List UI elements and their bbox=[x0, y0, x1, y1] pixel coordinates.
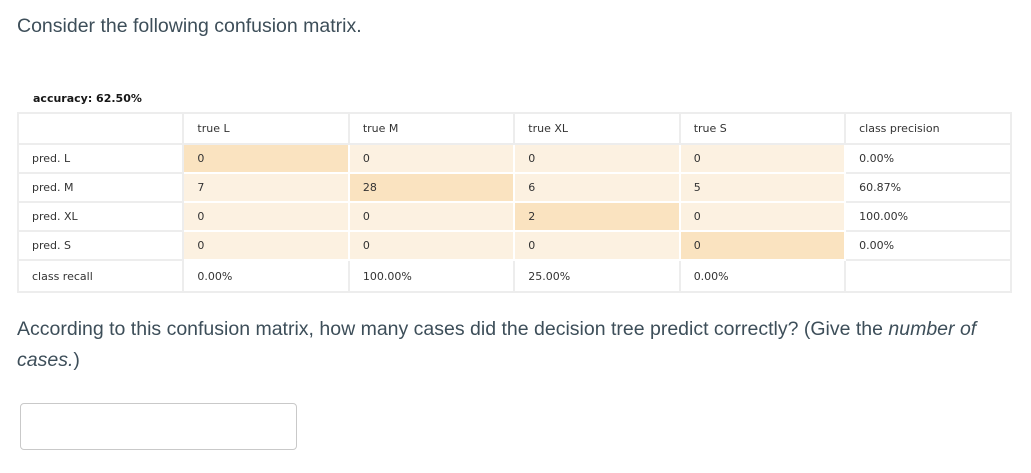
row-label-class-recall: class recall bbox=[19, 261, 185, 293]
matrix-cell: 0 bbox=[515, 145, 681, 174]
question-intro-text: Consider the following confusion matrix. bbox=[17, 15, 362, 37]
matrix-cell: 0 bbox=[680, 145, 847, 174]
question-text: According to this confusion matrix, how … bbox=[17, 314, 985, 376]
table-row-pred-s: pred. S 0 0 0 0 0.00% bbox=[19, 232, 1012, 261]
column-header-true-l: true L bbox=[184, 114, 350, 145]
corner-header-cell bbox=[19, 114, 185, 145]
row-label-pred-xl: pred. XL bbox=[19, 203, 185, 232]
matrix-cell: 0 bbox=[349, 232, 516, 261]
class-precision-cell: 60.87% bbox=[846, 174, 1012, 203]
matrix-cell: 0 bbox=[184, 203, 350, 232]
matrix-cell: 0 bbox=[349, 145, 516, 174]
column-header-true-s: true S bbox=[680, 114, 847, 145]
matrix-cell: 0 bbox=[184, 232, 350, 261]
column-header-true-m: true M bbox=[349, 114, 516, 145]
matrix-cell: 0 bbox=[515, 232, 681, 261]
class-recall-cell: 0.00% bbox=[680, 261, 847, 293]
table-row-pred-l: pred. L 0 0 0 0 0.00% bbox=[19, 145, 1012, 174]
matrix-cell: 0 bbox=[184, 145, 350, 174]
question-emphasis: number of cases. bbox=[17, 318, 977, 371]
question-text-part: ) bbox=[73, 349, 80, 371]
confusion-matrix-table: true L true M true XL true S class preci… bbox=[17, 112, 1012, 293]
matrix-cell: 0 bbox=[680, 203, 847, 232]
matrix-cell: 2 bbox=[515, 203, 681, 232]
class-precision-cell: 100.00% bbox=[846, 203, 1012, 232]
matrix-cell: 0 bbox=[349, 203, 516, 232]
class-recall-cell: 0.00% bbox=[184, 261, 350, 293]
accuracy-label: accuracy: 62.50% bbox=[33, 92, 142, 105]
row-label-pred-s: pred. S bbox=[19, 232, 185, 261]
answer-input[interactable] bbox=[20, 403, 297, 450]
matrix-cell: 5 bbox=[680, 174, 847, 203]
class-recall-cell: 100.00% bbox=[349, 261, 516, 293]
header-row: true L true M true XL true S class preci… bbox=[19, 114, 1012, 145]
matrix-cell: 0 bbox=[680, 232, 847, 261]
column-header-class-precision: class precision bbox=[846, 114, 1012, 145]
class-recall-cell: 25.00% bbox=[515, 261, 681, 293]
row-label-pred-m: pred. M bbox=[19, 174, 185, 203]
table-row-pred-xl: pred. XL 0 0 2 0 100.00% bbox=[19, 203, 1012, 232]
question-text-part: According to this confusion matrix, how … bbox=[17, 318, 889, 340]
class-precision-cell: 0.00% bbox=[846, 145, 1012, 174]
class-precision-cell: 0.00% bbox=[846, 232, 1012, 261]
table-row-pred-m: pred. M 7 28 6 5 60.87% bbox=[19, 174, 1012, 203]
matrix-cell: 28 bbox=[349, 174, 516, 203]
row-label-pred-l: pred. L bbox=[19, 145, 185, 174]
column-header-true-xl: true XL bbox=[515, 114, 681, 145]
matrix-cell: 7 bbox=[184, 174, 350, 203]
class-recall-empty-cell bbox=[846, 261, 1012, 293]
table-row-class-recall: class recall 0.00% 100.00% 25.00% 0.00% bbox=[19, 261, 1012, 293]
matrix-cell: 6 bbox=[515, 174, 681, 203]
